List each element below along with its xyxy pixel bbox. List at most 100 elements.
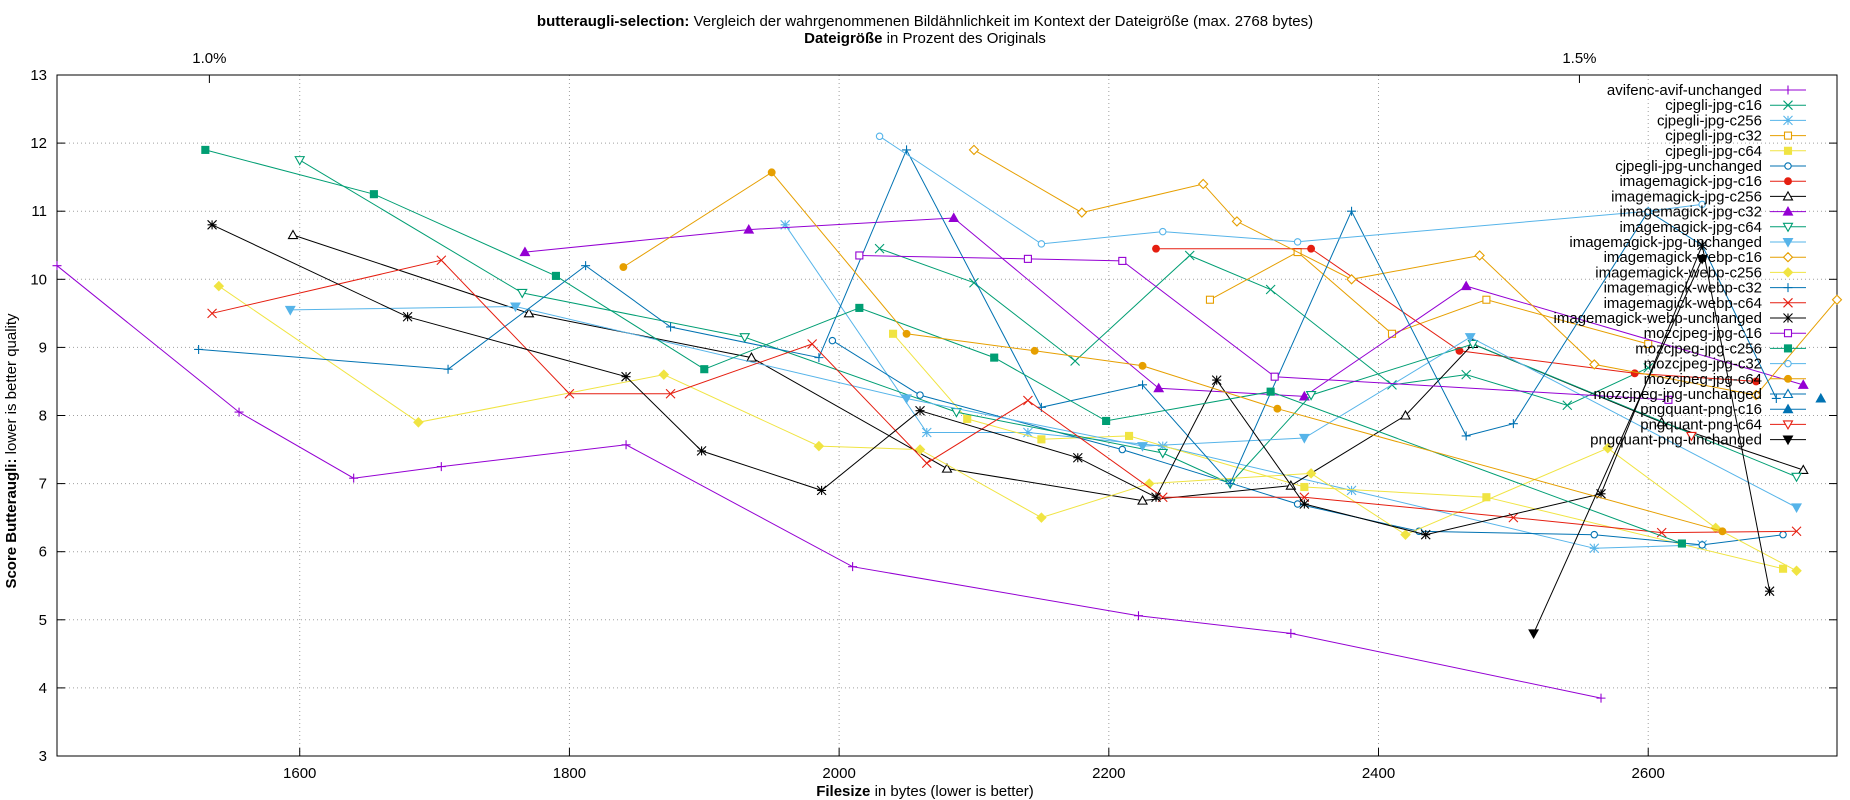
data-point <box>1461 431 1471 441</box>
data-point <box>767 168 776 177</box>
data-point <box>213 280 225 292</box>
data-point <box>1305 391 1317 401</box>
data-point <box>1656 527 1667 538</box>
data-point <box>1589 543 1600 554</box>
data-point <box>969 277 979 288</box>
data-point <box>1346 485 1357 496</box>
data-point <box>510 302 521 313</box>
x-axis-label-bold: Filesize <box>816 783 870 800</box>
data-point <box>1698 541 1706 549</box>
legend-swatch-marker <box>1782 190 1794 201</box>
data-point <box>621 440 631 450</box>
legend-swatch-marker <box>1783 313 1793 323</box>
series-line-pngquant-png-unchanged <box>1533 258 1703 634</box>
data-point <box>1400 409 1411 420</box>
data-point <box>1764 586 1775 597</box>
data-point <box>1137 442 1148 452</box>
data-point <box>874 243 885 254</box>
data-point <box>814 353 824 363</box>
data-point <box>1137 495 1148 505</box>
chart-title-rest: Vergleich der wahrgenommenen Bildähnlich… <box>689 13 1313 30</box>
y-axis-label: Score Butteraugli: lower is better quali… <box>3 313 20 589</box>
legend-swatch-marker <box>1782 403 1794 414</box>
y-tick-label: 3 <box>39 748 47 765</box>
data-point <box>1030 346 1039 355</box>
legend-label: imagemagick-jpg-c16 <box>1619 173 1762 190</box>
data-point <box>914 444 926 455</box>
legend-label: mozcjpeg-jpg-unchanged <box>1594 386 1762 403</box>
series-line-imagemagick-webp-c256 <box>218 285 1797 572</box>
legend-label: imagemagick-jpg-c256 <box>1611 188 1762 205</box>
series-imagemagick-webp-c32 <box>194 145 1781 489</box>
data-point <box>889 329 898 338</box>
x-tick-label: 2400 <box>1362 765 1395 782</box>
data-point <box>402 311 413 322</box>
data-point <box>287 229 299 240</box>
data-point <box>1696 254 1708 265</box>
grid <box>57 75 1837 756</box>
data-point <box>1685 431 1697 442</box>
data-point <box>52 261 62 271</box>
data-point <box>916 391 924 399</box>
x-axis-label-rest: in bytes (lower is better) <box>870 783 1033 800</box>
data-point <box>413 417 424 428</box>
data-point <box>743 223 755 234</box>
legend-label: pngquant-png-c64 <box>1640 416 1762 433</box>
data-point <box>1590 530 1599 539</box>
data-point <box>1346 274 1357 285</box>
data-point <box>1133 611 1143 621</box>
data-point <box>1225 479 1235 489</box>
x2-tick-label: 1.5% <box>1562 50 1596 67</box>
legend-swatch-marker <box>1782 267 1794 278</box>
data-point <box>1298 390 1310 401</box>
legend-label: cjpegli-jpg-unchanged <box>1615 158 1762 175</box>
legend-swatch-marker <box>1782 435 1794 446</box>
series-cjpegli-jpg-c64 <box>889 329 1788 573</box>
data-point <box>1420 529 1431 540</box>
x-tick-label: 2600 <box>1632 765 1665 782</box>
data-point <box>901 394 912 405</box>
series-line-mozcjpeg-jpg-c16 <box>859 255 1669 401</box>
legend-label: imagemagick-jpg-unchanged <box>1569 234 1762 251</box>
data-point <box>1460 280 1472 291</box>
data-point <box>941 462 953 473</box>
data-point <box>443 364 453 374</box>
y-tick-label: 4 <box>39 680 47 697</box>
data-point <box>855 303 864 312</box>
series-cjpegli-jpg-c16 <box>874 243 1654 411</box>
legend-swatch-marker <box>1782 420 1794 431</box>
data-point <box>1664 395 1673 404</box>
legend-label: imagemagick-webp-c64 <box>1604 295 1762 312</box>
legend-swatch-marker <box>1782 205 1794 216</box>
legend-label: cjpegli-jpg-c16 <box>1665 97 1762 114</box>
data-point <box>1037 240 1046 248</box>
series-line-cjpegli-jpg-c16 <box>879 248 1649 406</box>
data-point <box>963 414 972 423</box>
data-point <box>1023 254 1032 263</box>
legend-swatch-marker <box>1783 283 1793 293</box>
legend-label: cjpegli-jpg-c64 <box>1665 143 1762 160</box>
data-point <box>807 339 818 349</box>
legend-label: avifenc-avif-unchanged <box>1607 82 1762 99</box>
data-point <box>581 261 591 271</box>
legend-label: imagemagick-jpg-c32 <box>1619 204 1762 221</box>
series-pngquant-png-unchanged <box>1528 254 1708 640</box>
data-point <box>1482 295 1491 304</box>
x-axis-label: Filesize in bytes (lower is better) <box>816 783 1034 800</box>
data-point <box>1293 238 1302 246</box>
data-point <box>1779 530 1787 539</box>
data-point <box>1266 387 1275 396</box>
x-tick-label: 1800 <box>553 765 586 782</box>
data-point <box>1270 372 1279 381</box>
series-avifenc-avif-unchanged <box>52 261 1606 703</box>
data-point <box>284 305 296 316</box>
data-point <box>1143 478 1155 489</box>
legend-label: imagemagick-jpg-c64 <box>1619 219 1762 236</box>
series-line-mozcjpeg-jpg-c256 <box>205 149 1683 544</box>
data-point <box>1305 468 1317 479</box>
series-pngquant-png-c64 <box>1685 431 1697 442</box>
data-point <box>1508 419 1518 429</box>
data-point <box>1791 565 1802 577</box>
legend-swatch-marker <box>1783 85 1793 95</box>
legend-swatch-marker <box>1784 162 1792 170</box>
